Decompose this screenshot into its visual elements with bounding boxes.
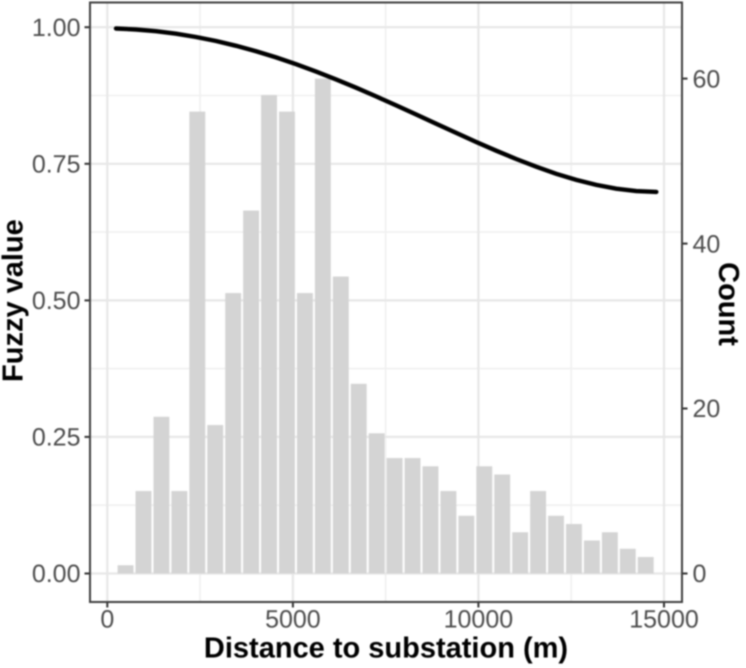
svg-text:0: 0 — [693, 560, 707, 588]
svg-text:0.00: 0.00 — [32, 560, 81, 588]
svg-text:15000: 15000 — [629, 606, 699, 634]
svg-text:1.00: 1.00 — [32, 14, 81, 42]
svg-text:60: 60 — [693, 65, 721, 93]
svg-text:Count: Count — [712, 262, 744, 346]
svg-text:10000: 10000 — [444, 606, 514, 634]
svg-text:0.25: 0.25 — [32, 424, 81, 452]
svg-text:40: 40 — [693, 230, 721, 258]
svg-text:0.50: 0.50 — [32, 287, 81, 315]
svg-text:5000: 5000 — [265, 606, 321, 634]
svg-text:Distance to substation (m): Distance to substation (m) — [204, 633, 568, 665]
svg-text:0.75: 0.75 — [32, 151, 81, 179]
svg-text:Fuzzy value: Fuzzy value — [0, 219, 30, 382]
svg-text:0: 0 — [100, 606, 114, 634]
svg-text:20: 20 — [693, 395, 721, 423]
